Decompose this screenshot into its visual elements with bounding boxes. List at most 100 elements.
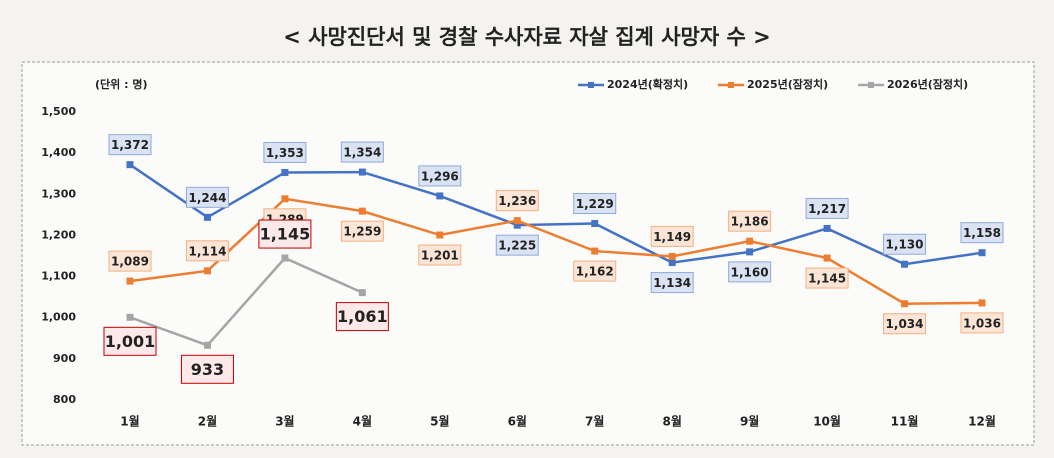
data-point [823,224,831,232]
x-tick-label: 7월 [585,414,604,429]
data-label-box [495,234,539,256]
data-label: 1,130 [886,238,924,252]
y-tick-label: 1,400 [41,146,76,159]
y-tick-label: 800 [53,393,76,406]
data-label: 1,145 [260,225,311,244]
data-point [358,207,366,215]
x-tick-label: 8월 [662,414,681,429]
data-point [668,252,676,260]
data-point [513,221,521,229]
data-label: 1,296 [421,169,459,183]
data-label-box [960,222,1004,244]
data-label-box [418,244,462,266]
data-point [203,267,211,275]
data-label-box [340,220,384,242]
data-point [746,237,754,245]
x-tick-label: 12월 [968,414,996,429]
data-label-box [108,250,152,272]
data-label: 1,061 [337,307,388,326]
data-label-box [108,134,152,156]
legend-label: 2026년(잠정치) [887,77,968,91]
data-label: 1,145 [808,272,846,286]
y-tick-label: 1,500 [41,105,76,118]
data-label-box [805,267,849,289]
data-label: 1,134 [653,276,691,290]
data-point [358,289,366,297]
data-point [436,231,444,239]
data-label-box [418,165,462,187]
data-label: 1,162 [576,265,614,279]
data-label-box [883,313,927,335]
series-line [129,163,983,266]
legend-marker [588,82,594,88]
x-tick-label: 1월 [120,414,139,429]
legend-marker [728,82,734,88]
y-tick-label: 1,000 [41,311,76,324]
data-label-box [258,219,312,249]
data-point [203,213,211,221]
data-label-box [883,233,927,255]
data-label: 1,236 [498,194,536,208]
data-label-box [728,210,772,232]
data-label: 1,229 [576,197,614,211]
data-point [513,217,521,225]
data-point [901,260,909,268]
data-label-box [960,312,1004,334]
data-label: 1,372 [111,138,149,152]
data-label-box [335,302,389,332]
y-tick-label: 900 [53,352,76,365]
data-point [746,248,754,256]
x-tick-label: 10월 [813,414,841,429]
data-label: 1,149 [653,230,691,244]
data-label-box [185,186,229,208]
data-label: 1,036 [963,316,1001,330]
x-tick-label: 5월 [430,414,449,429]
data-label-box [573,260,617,282]
data-point [126,313,134,321]
data-point [126,277,134,285]
x-tick-label: 6월 [508,414,527,429]
data-label: 1,089 [111,255,149,269]
data-point [281,254,289,262]
data-label: 1,225 [498,239,536,253]
data-label-box [650,272,694,294]
data-label-box [495,190,539,212]
data-label: 1,217 [808,202,846,216]
data-point [668,259,676,267]
data-label: 1,158 [963,226,1001,240]
data-label-box [185,240,229,262]
data-label: 1,244 [188,191,226,205]
data-point [823,254,831,262]
data-label-box [805,197,849,219]
x-tick-label: 3월 [275,414,294,429]
data-label-box [340,141,384,163]
data-label: 933 [191,360,224,379]
data-label: 1,201 [421,249,459,263]
data-label-box [263,141,307,163]
data-label: 1,034 [886,317,924,331]
y-tick-label: 1,200 [41,228,76,241]
data-point [901,300,909,308]
data-point [358,168,366,176]
x-tick-label: 2월 [198,414,217,429]
legend-label: 2025년(잠정치) [747,77,828,91]
data-label: 1,160 [731,265,769,279]
data-point [978,299,986,307]
data-label-box [103,326,157,356]
data-point [281,168,289,176]
data-point [591,247,599,255]
data-label-box [650,225,694,247]
data-point [436,192,444,200]
data-label: 1,354 [343,146,381,160]
unit-label: (단위 : 명) [95,77,147,91]
legend-marker [868,82,874,88]
data-point [126,161,134,169]
x-tick-label: 4월 [353,414,372,429]
data-label: 1,001 [105,332,156,351]
data-label: 1,186 [731,215,769,229]
data-label-box [728,261,772,283]
x-tick-label: 11월 [891,414,919,429]
data-point [591,219,599,227]
